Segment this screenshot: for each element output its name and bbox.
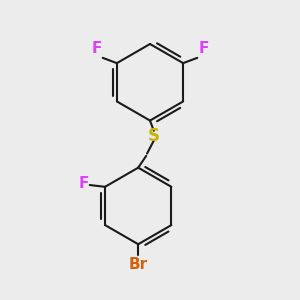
Text: Br: Br <box>129 257 148 272</box>
Text: F: F <box>199 41 209 56</box>
Text: S: S <box>148 127 160 145</box>
Text: F: F <box>91 41 101 56</box>
Text: F: F <box>78 176 88 191</box>
